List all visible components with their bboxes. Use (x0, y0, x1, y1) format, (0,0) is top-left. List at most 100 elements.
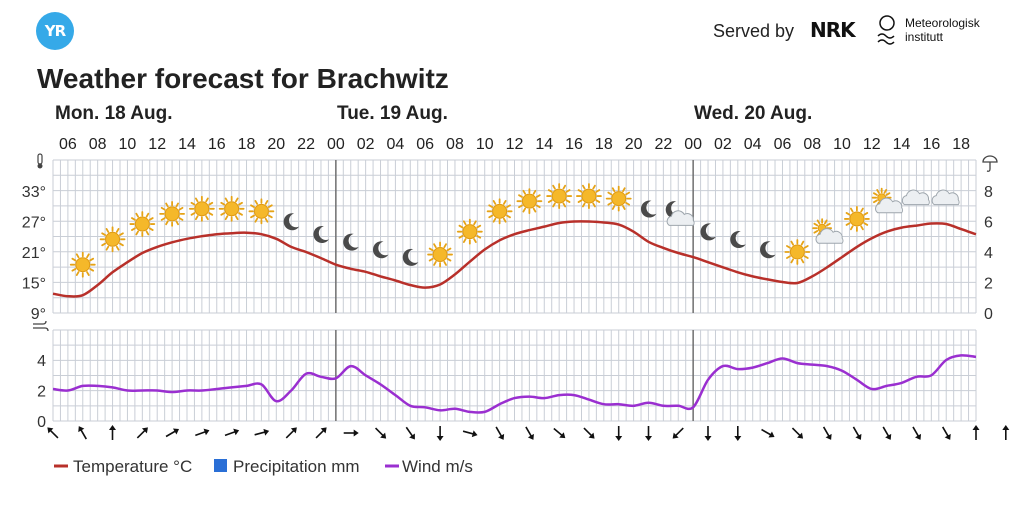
met-institute-logo[interactable]: Meteorologisk institutt (905, 16, 980, 44)
weather-symbol-clear-sky-night-icon (343, 233, 359, 251)
hour-tick-label: 10 (119, 136, 137, 153)
wind-direction-arrow-icon (553, 427, 566, 439)
wind-direction-arrow-icon (791, 427, 804, 439)
weather-symbol-clear-sky-day-icon (844, 206, 870, 232)
hour-tick-label: 08 (446, 136, 464, 153)
hour-tick-label: 16 (208, 136, 226, 153)
weather-symbol-clear-sky-day-icon (456, 218, 483, 245)
precipitation-axis-label: 2 (984, 276, 993, 293)
forecast-chart: 06 08 10 12 14 16 18 20 22 00 02 04 06 08 10 12 14 16 18 20… (22, 136, 1010, 441)
weather-symbol-clear-sky-night-icon (283, 213, 300, 231)
wind-direction-arrow-icon (645, 426, 652, 441)
weather-symbol-clear-sky-day-icon (486, 198, 513, 225)
wind-direction-arrow-icon (109, 425, 116, 440)
hour-tick-label: 16 (922, 136, 940, 153)
weather-symbol-partly-cloudy-day-icon (871, 187, 904, 214)
hour-tick-label: 08 (89, 136, 107, 153)
hour-tick-label: 14 (893, 136, 911, 153)
weather-symbol-partly-cloudy-day-icon (812, 218, 844, 244)
met-institute-icon (877, 15, 895, 45)
weather-symbol-cloudy-icon (901, 189, 930, 206)
wind-direction-arrow-icon (912, 426, 922, 440)
served-by-label: Served by (713, 21, 795, 41)
weather-symbol-clear-sky-day-icon (546, 183, 573, 209)
met-line-1: Meteorologisk (905, 16, 980, 30)
hour-tick-label: 22 (297, 136, 315, 153)
umbrella-icon (982, 155, 998, 172)
wind-direction-arrow-icon (525, 426, 534, 440)
hour-tick-label: 10 (476, 136, 494, 153)
weather-symbol-clear-sky-day-icon (129, 211, 156, 237)
weather-symbol-clear-sky-day-icon (784, 239, 811, 265)
hour-tick-label: 02 (357, 136, 375, 153)
yr-logo[interactable]: YR (36, 12, 74, 50)
precipitation-axis-label: 6 (984, 215, 993, 232)
wind-direction-arrow-icon (136, 427, 148, 439)
hour-tick-labels: 06 08 10 12 14 16 18 20 22 00 02 04 06 08 10 12 14 16 18 20… (59, 136, 970, 153)
hour-tick-label: 14 (178, 136, 196, 153)
wind-direction-arrow-icon (343, 429, 359, 437)
weather-symbol-clear-sky-day-icon (159, 200, 185, 227)
wind-direction-arrow-icon (195, 428, 210, 437)
temperature-axis-label: 15° (22, 276, 46, 293)
hour-tick-label: 20 (267, 136, 285, 153)
wind-direction-arrow-icon (583, 427, 595, 439)
weather-symbol-clear-sky-night-icon (372, 241, 389, 259)
day-label-tue: Tue. 19 Aug. (337, 103, 448, 124)
wind-direction-arrow-icon (315, 427, 327, 439)
weather-symbol-clear-sky-day-icon (188, 195, 215, 222)
wind-direction-arrow-icon (1002, 425, 1010, 440)
wind-direction-arrows (47, 425, 1010, 441)
hour-tick-label: 18 (238, 136, 256, 153)
legend-precipitation-swatch (214, 459, 227, 472)
thermometer-icon (37, 153, 43, 169)
hour-tick-label: 00 (684, 136, 702, 153)
wind-direction-arrow-icon (254, 428, 270, 436)
day-label-mon: Mon. 18 Aug. (55, 103, 173, 124)
weather-symbol-clear-sky-day-icon (576, 183, 602, 209)
hour-tick-label: 12 (506, 136, 524, 153)
axis-tick-labels: 9° 15° 21° 27° 33° 0 2 4 6 8 0 2 4 (22, 184, 993, 431)
hour-tick-label: 00 (327, 136, 345, 153)
wind-axis-label: 4 (37, 353, 46, 370)
day-label-wed: Wed. 20 Aug. (694, 103, 813, 124)
hour-tick-label: 18 (952, 136, 970, 153)
weather-symbol-partly-cloudy-night-icon (665, 201, 695, 226)
met-line-2: institutt (905, 30, 944, 44)
wind-direction-arrow-icon (462, 430, 478, 438)
hour-tick-label: 12 (148, 136, 166, 153)
weather-symbol-clear-sky-night-icon (313, 225, 329, 243)
wind-direction-arrow-icon (405, 426, 415, 440)
wind-direction-arrow-icon (495, 426, 505, 440)
wind-direction-arrow-icon (374, 427, 387, 439)
wind-direction-arrow-icon (78, 426, 87, 440)
hour-tick-label: 08 (803, 136, 821, 153)
weather-symbol-clear-sky-day-icon (516, 188, 543, 215)
temperature-line (52, 220, 977, 298)
hour-tick-label: 10 (833, 136, 851, 153)
wind-axis-label: 0 (37, 414, 46, 431)
axis-icons (33, 153, 998, 332)
wind-direction-arrow-icon (972, 425, 980, 440)
wind-direction-arrow-icon (436, 426, 444, 441)
hour-tick-label: 14 (535, 136, 553, 153)
weather-symbol-clear-sky-night-icon (402, 248, 419, 266)
weather-symbol-clear-sky-night-icon (700, 223, 717, 241)
hour-tick-label: 06 (774, 136, 792, 153)
wind-direction-arrow-icon (882, 426, 892, 440)
weather-symbol-clear-sky-night-icon (760, 241, 776, 259)
wind-direction-arrow-icon (761, 428, 775, 438)
nrk-logo[interactable]: NRK (810, 18, 856, 42)
hour-tick-label: 06 (416, 136, 434, 153)
chart-grid (52, 159, 977, 422)
precipitation-axis-label: 0 (984, 306, 993, 323)
hour-tick-label: 04 (387, 136, 405, 153)
legend-wind: Wind m/s (402, 457, 473, 476)
wind-direction-arrow-icon (224, 428, 240, 437)
wind-direction-arrow-icon (942, 426, 951, 440)
weather-symbols (69, 183, 960, 278)
temperature-axis-label: 27° (22, 215, 46, 232)
wind-direction-arrow-icon (285, 427, 297, 439)
temperature-axis-label: 9° (31, 306, 46, 323)
wind-direction-arrow-icon (47, 427, 59, 439)
